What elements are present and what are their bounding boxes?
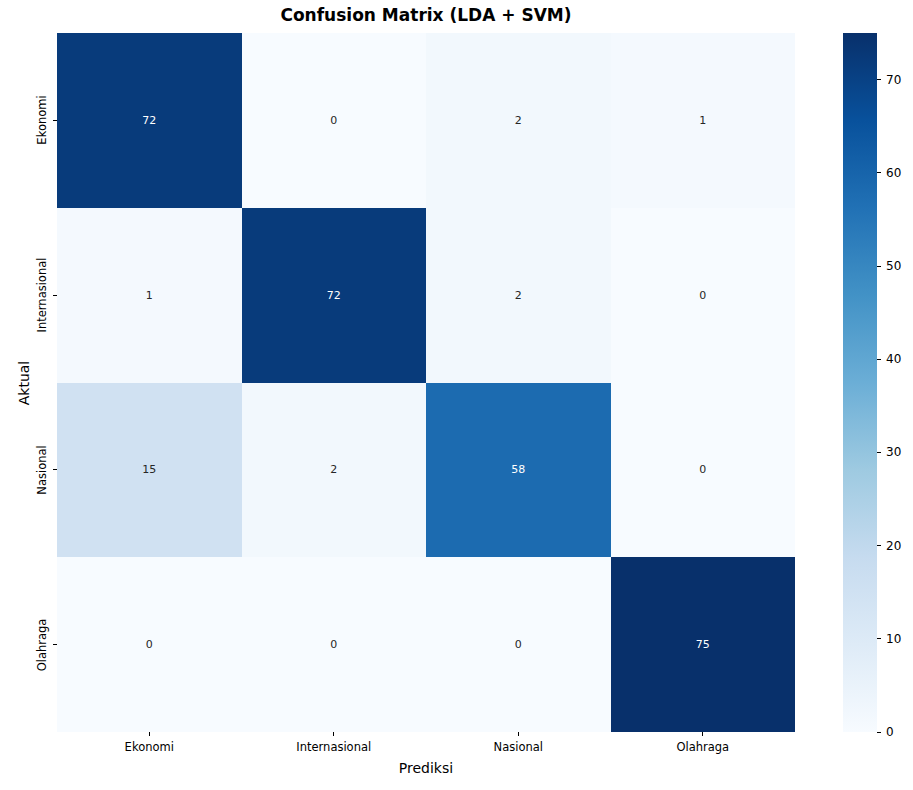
x-tick-label: Ekonomi xyxy=(125,740,174,754)
heatmap-cell: 0 xyxy=(611,208,796,383)
heatmap-cell: 15 xyxy=(57,383,242,558)
cell-value: 75 xyxy=(696,639,710,650)
chart-title: Confusion Matrix (LDA + SVM) xyxy=(57,5,795,25)
x-tick-label: Olahraga xyxy=(676,740,729,754)
heatmap-cell: 2 xyxy=(426,208,611,383)
cell-value: 15 xyxy=(142,464,156,475)
tick-mark xyxy=(877,545,881,546)
cell-value: 0 xyxy=(699,464,706,475)
cell-value: 1 xyxy=(699,115,706,126)
tick-mark xyxy=(877,172,881,173)
heatmap-cell: 1 xyxy=(57,208,242,383)
y-axis-label: Aktual xyxy=(16,360,32,405)
tick-mark xyxy=(702,732,703,736)
cell-value: 2 xyxy=(515,290,522,301)
cell-value: 2 xyxy=(515,115,522,126)
colorbar-tick-label: 0 xyxy=(886,725,894,739)
cell-value: 0 xyxy=(699,290,706,301)
colorbar-tick-label: 70 xyxy=(886,73,901,87)
cell-value: 72 xyxy=(142,115,156,126)
colorbar xyxy=(843,33,877,732)
cell-value: 0 xyxy=(330,115,337,126)
colorbar-tick-label: 40 xyxy=(886,352,901,366)
colorbar-tick-label: 20 xyxy=(886,539,901,553)
heatmap-cell: 2 xyxy=(242,383,427,558)
tick-mark xyxy=(518,732,519,736)
tick-mark xyxy=(877,732,881,733)
confusion-matrix-figure: Confusion Matrix (LDA + SVM) 72021172201… xyxy=(0,0,913,790)
heatmap-grid: 72 0 2 1 1 72 2 0 15 2 58 0 0 0 0 75 xyxy=(57,33,795,732)
heatmap-cell: 0 xyxy=(57,557,242,732)
tick-mark xyxy=(53,295,57,296)
cell-value: 1 xyxy=(146,290,153,301)
tick-mark xyxy=(877,452,881,453)
heatmap-cell: 0 xyxy=(426,557,611,732)
cell-value: 0 xyxy=(146,639,153,650)
tick-mark xyxy=(877,79,881,80)
tick-mark xyxy=(149,732,150,736)
heatmap-cell: 0 xyxy=(611,383,796,558)
tick-mark xyxy=(53,644,57,645)
heatmap-cell: 0 xyxy=(242,557,427,732)
x-tick-label: Nasional xyxy=(494,740,543,754)
x-axis-label: Prediksi xyxy=(57,760,795,776)
cell-value: 2 xyxy=(330,464,337,475)
tick-mark xyxy=(877,638,881,639)
tick-mark xyxy=(53,469,57,470)
cell-value: 0 xyxy=(515,639,522,650)
y-tick-label: Internasional xyxy=(35,258,49,333)
cell-value: 58 xyxy=(511,464,525,475)
cell-value: 0 xyxy=(330,639,337,650)
heatmap-cell: 72 xyxy=(242,208,427,383)
x-tick-label: Internasional xyxy=(296,740,371,754)
heatmap-cell: 0 xyxy=(242,33,427,208)
colorbar-tick-label: 10 xyxy=(886,632,901,646)
tick-mark xyxy=(53,120,57,121)
heatmap-cell: 1 xyxy=(611,33,796,208)
heatmap-cell: 58 xyxy=(426,383,611,558)
heatmap-cell: 2 xyxy=(426,33,611,208)
cell-value: 72 xyxy=(327,290,341,301)
y-tick-label: Ekonomi xyxy=(35,96,49,145)
colorbar-tick-label: 50 xyxy=(886,259,901,273)
y-tick-label: Nasional xyxy=(35,445,49,494)
colorbar-tick-label: 30 xyxy=(886,445,901,459)
colorbar-tick-label: 60 xyxy=(886,166,901,180)
tick-mark xyxy=(877,266,881,267)
tick-mark xyxy=(333,732,334,736)
heatmap-cell: 72 xyxy=(57,33,242,208)
heatmap-cell: 75 xyxy=(611,557,796,732)
y-tick-label: Olahraga xyxy=(35,618,49,671)
tick-mark xyxy=(877,359,881,360)
